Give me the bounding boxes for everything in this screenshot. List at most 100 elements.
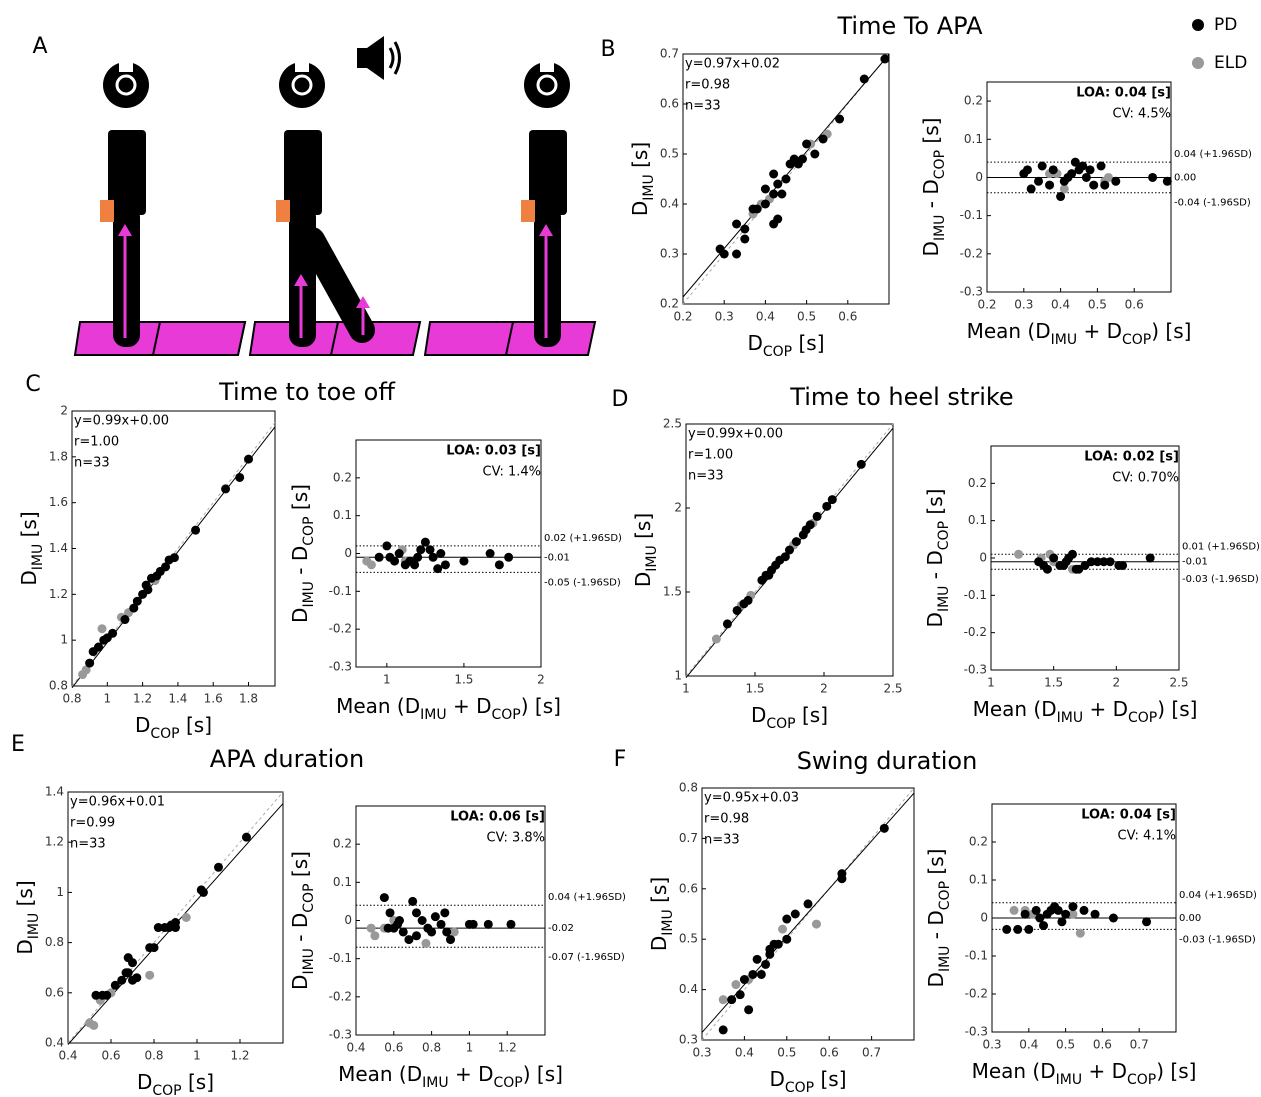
x-axis-label-part: Mean (D [973,697,1057,721]
data-point [761,959,771,969]
data-point [436,549,446,558]
data-point [385,908,395,918]
x-tick-label: 0.3 [982,1038,1001,1052]
data-point [171,923,180,933]
data-point [1013,924,1023,934]
y-tick-label: 1.8 [49,449,68,463]
reference-label: -0.01 [1182,557,1208,568]
stat-text: n=33 [685,99,721,114]
x-axis-label-part: COP [150,726,179,742]
panel-label: C [25,372,40,397]
data-point [740,224,750,234]
data-point [1049,553,1059,563]
data-point [1118,560,1128,570]
x-tick-label: 1.2 [230,1049,249,1063]
data-point [732,219,742,229]
person [100,58,149,347]
data-point [394,916,404,925]
y-tick-label: 0.7 [679,831,698,845]
data-point [1100,180,1110,190]
data-point [1079,905,1089,915]
x-axis-label-part: IMU [1056,1072,1082,1088]
stat-text: r=0.98 [685,78,730,93]
stat-text: n=33 [70,837,106,852]
data-point [732,249,742,259]
x-tick-label: 1.2 [133,692,152,706]
data-point [827,495,837,505]
data-point [153,923,163,933]
data-point [485,549,495,558]
y-axis-label-part: IMU [937,946,953,972]
x-tick-label: 0.3 [692,1046,711,1060]
data-point [1148,172,1158,182]
x-axis-label-part: COP [152,1083,181,1097]
data-point [379,893,389,903]
data-point [440,908,450,918]
data-point [420,537,430,547]
data-point [1056,192,1066,202]
y-axis-label-part: [s] [288,484,312,516]
y-tick-label: 0.2 [333,837,352,851]
data-point [214,862,223,872]
x-tick-label: 0.2 [673,310,692,324]
x-axis-label-part: COP [785,1080,814,1096]
data-point [764,570,774,580]
data-point [743,595,753,605]
y-tick-label: 0.8 [45,935,64,949]
y-tick-label: 0.5 [679,932,698,946]
y-tick-label: 1.5 [663,585,682,599]
data-point [1009,905,1019,915]
y-axis-label-part: - D [924,910,948,945]
panel-label: D [612,387,629,412]
data-point [1096,161,1106,171]
data-point [110,980,120,990]
data-point [797,154,807,164]
x-axis-label-part: + D [447,694,492,718]
reference-label: 0.04 (+1.96SD) [548,892,626,903]
y-tick-label: -0.3 [329,1028,352,1042]
y-tick-label: 0.1 [964,132,983,146]
y-tick-label: 0.6 [45,985,64,999]
x-axis-label-part: COP [1122,332,1151,348]
y-tick-label: 0.1 [333,875,352,889]
cv-text: CV: 3.8% [487,831,545,846]
data-point [711,634,721,644]
y-tick-label: 0.1 [333,508,352,522]
y-axis-label-part: COP [936,521,952,550]
data-point [822,501,832,511]
stat-text: n=33 [74,456,110,471]
x-tick-label: 0.4 [1019,1038,1038,1052]
y-tick-label: -0.1 [964,588,987,602]
x-axis-label-part: ) [s] [1157,697,1197,721]
data-point [235,472,245,482]
floor [151,321,247,356]
reference-label: 0.04 (+1.96SD) [1179,890,1257,901]
x-axis-label-part: D [769,1067,784,1091]
x-axis-label: Mean (DIMU + DCOP) [s] [967,319,1192,349]
data-point [504,552,514,562]
y-tick-label: 0 [344,913,352,927]
data-point [811,919,821,929]
data-point [803,899,813,909]
y-tick-label: -0.2 [329,989,352,1003]
x-tick-label: 2 [820,682,828,696]
x-tick-label: 0.6 [1125,298,1144,312]
y-axis-label-part: COP [932,150,948,179]
data-point [117,975,127,985]
data-point [1037,161,1047,171]
y-axis-label-part: [s] [923,489,947,521]
y-axis-label-part: COP [937,881,953,910]
y-tick-label: 0.4 [45,1036,64,1050]
y-tick-label: 0.6 [679,881,698,895]
y-tick-label: 0.4 [660,197,679,211]
x-axis-label-part: + D [1082,1059,1127,1083]
data-point [1059,560,1069,570]
x-tick-label: 0.5 [1056,1038,1075,1052]
data-point [773,939,783,949]
data-point [1075,928,1085,938]
y-axis-label-part: [s] [924,849,948,881]
y-axis-label-part: D [924,972,948,987]
y-axis-label: DIMU - DCOP [s] [288,851,318,990]
y-tick-label: 0 [979,551,987,565]
